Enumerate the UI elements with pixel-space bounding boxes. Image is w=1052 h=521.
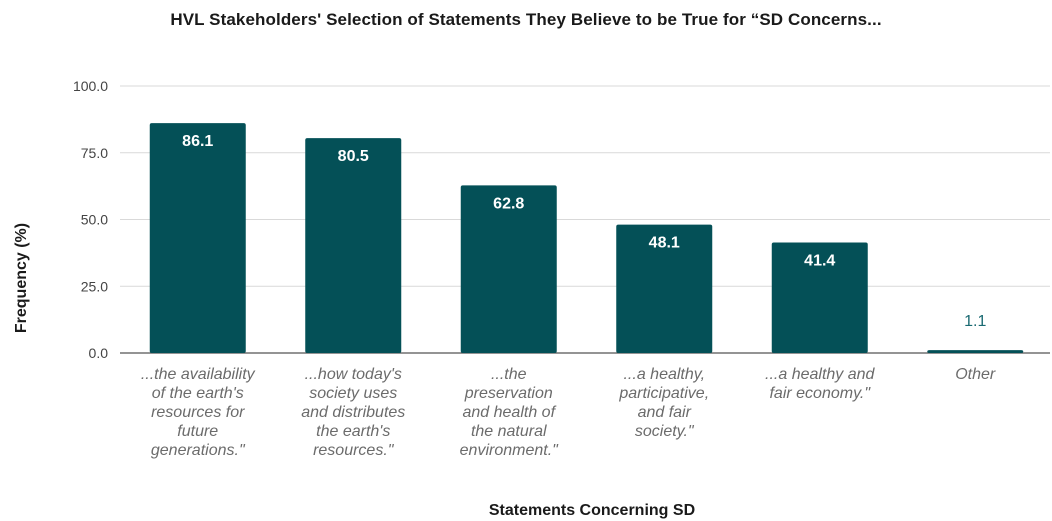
bars xyxy=(149,123,1024,353)
bar-value-label: 41.4 xyxy=(804,252,835,269)
chart-title: HVL Stakeholders' Selection of Statement… xyxy=(170,10,882,29)
bar-value-labels: 86.1 80.5 62.8 48.1 41.4 1.1 xyxy=(182,133,986,330)
bar xyxy=(927,350,1024,353)
bar xyxy=(460,185,557,353)
y-axis-ticks: 0.0 25.0 50.0 75.0 100.0 xyxy=(73,78,108,361)
x-tick-label: ...a healthy and fair economy." xyxy=(765,366,876,402)
bar xyxy=(305,138,402,353)
bar-value-label: 48.1 xyxy=(649,235,680,252)
y-tick-label: 75.0 xyxy=(81,145,108,161)
y-axis-title: Frequency (%) xyxy=(13,223,30,333)
bar-value-label: 86.1 xyxy=(182,133,213,150)
bar-value-label: 80.5 xyxy=(338,148,369,165)
bar-value-label: 1.1 xyxy=(964,313,986,330)
x-tick-label: ...the preservation and health of the natur… xyxy=(460,366,559,459)
x-axis-category-labels: ...the availability of the earth's resourc… xyxy=(141,366,996,459)
bar xyxy=(149,123,246,353)
bar xyxy=(616,224,713,353)
x-axis-title: Statements Concerning SD xyxy=(489,502,695,519)
y-tick-label: 0.0 xyxy=(89,345,109,361)
x-tick-label: Other xyxy=(955,366,996,383)
x-tick-label: ...a healthy, participative, and fair socie… xyxy=(618,366,709,440)
bar-value-label: 62.8 xyxy=(493,195,524,212)
x-tick-label: ...how today's society uses and distribute… xyxy=(301,366,405,459)
y-tick-label: 25.0 xyxy=(81,278,108,294)
x-tick-label: ...the availability of the earth's resourc… xyxy=(141,366,256,459)
y-tick-label: 100.0 xyxy=(73,78,108,94)
bar xyxy=(771,242,868,353)
gridlines xyxy=(120,85,1050,354)
y-tick-label: 50.0 xyxy=(81,212,108,228)
